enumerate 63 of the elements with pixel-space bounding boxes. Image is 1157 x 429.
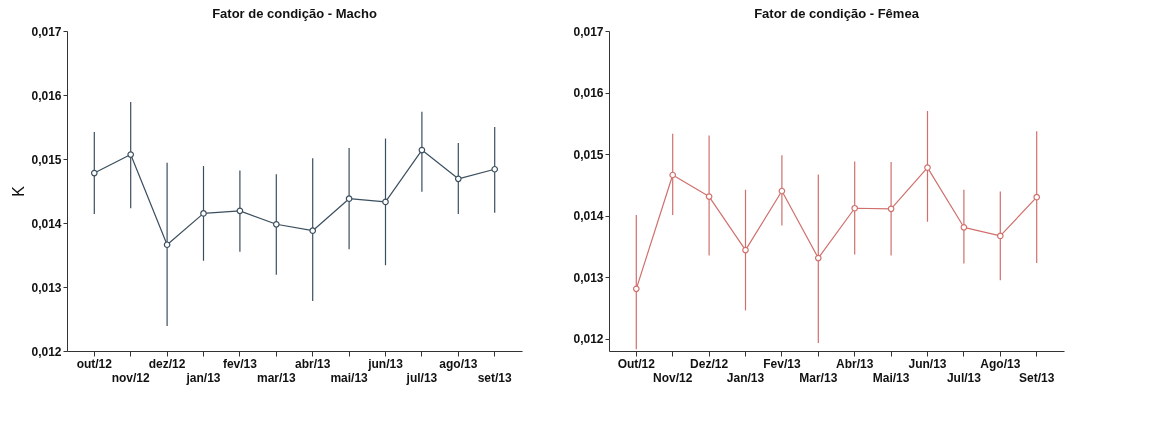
chart-title: Fator de condição - Macho (212, 6, 377, 21)
x-tick-label: jul/13 (405, 370, 438, 385)
y-tick-label: 0,017 (573, 24, 604, 39)
y-tick-label: 0,014 (573, 209, 604, 224)
x-tick-label: Set/13 (1019, 370, 1055, 385)
x-tick-label: Abr/13 (836, 356, 874, 371)
x-tick-label: Fev/13 (763, 356, 801, 371)
point (705, 193, 713, 200)
x-tick-label: set/13 (477, 370, 513, 385)
point (382, 198, 389, 206)
x-tick-label: Nov/12 (653, 370, 693, 385)
y-tick-label: 0,017 (31, 24, 62, 39)
point (454, 175, 462, 183)
point (669, 171, 677, 179)
point (814, 254, 822, 262)
x-tick-label: Mai/13 (872, 370, 910, 385)
point (272, 220, 280, 228)
point (163, 241, 171, 249)
x-tick-label: abr/13 (295, 356, 331, 371)
x-tick-label: jun/13 (367, 356, 404, 371)
point (632, 285, 640, 293)
point (887, 205, 895, 213)
x-tick-label: dez/12 (148, 356, 186, 371)
point (491, 165, 499, 173)
x-tick-label: nov/12 (111, 370, 151, 385)
y-tick-label: 0,012 (573, 332, 604, 347)
point (1033, 193, 1041, 201)
y-tick-label: 0,015 (573, 147, 604, 162)
x-tick-label: Jul/13 (946, 370, 982, 385)
x-tick-label: Ago/13 (980, 356, 1021, 371)
x-tick-label: mar/13 (256, 370, 296, 385)
point (960, 223, 968, 231)
x-tick-label: Out/12 (617, 356, 656, 371)
y-tick-label: 0,016 (573, 86, 604, 101)
point (127, 151, 135, 158)
y-tick-label: 0,013 (573, 270, 604, 285)
point (345, 195, 353, 203)
point (996, 232, 1004, 240)
point (851, 204, 859, 212)
y-tick-label: 0,013 (31, 280, 62, 295)
y-tick-label: 0,016 (31, 88, 62, 103)
x-tick-label: fev/13 (222, 356, 258, 371)
x-tick-label: Jun/13 (908, 356, 947, 371)
point (236, 207, 244, 215)
y-tick-label: 0,015 (31, 152, 62, 167)
x-tick-label: out/12 (76, 356, 113, 371)
y-tick-label: 0,014 (31, 216, 62, 231)
x-tick-label: ago/13 (439, 356, 478, 371)
x-tick-label: jan/13 (185, 370, 221, 385)
point (778, 187, 786, 195)
x-tick-label: Dez/12 (690, 356, 729, 371)
point (924, 164, 931, 171)
y-tick-label: 0,012 (31, 344, 62, 359)
x-tick-label: Jan/13 (726, 370, 765, 385)
point (200, 210, 207, 217)
x-tick-label: Mar/13 (799, 370, 838, 385)
point (309, 227, 317, 235)
point (418, 146, 426, 154)
chart-title: Fator de condição - Fêmea (754, 6, 920, 21)
y-axis-title: K (10, 185, 28, 197)
point (90, 169, 98, 177)
point (742, 246, 749, 254)
x-tick-label: mai/13 (330, 370, 369, 385)
